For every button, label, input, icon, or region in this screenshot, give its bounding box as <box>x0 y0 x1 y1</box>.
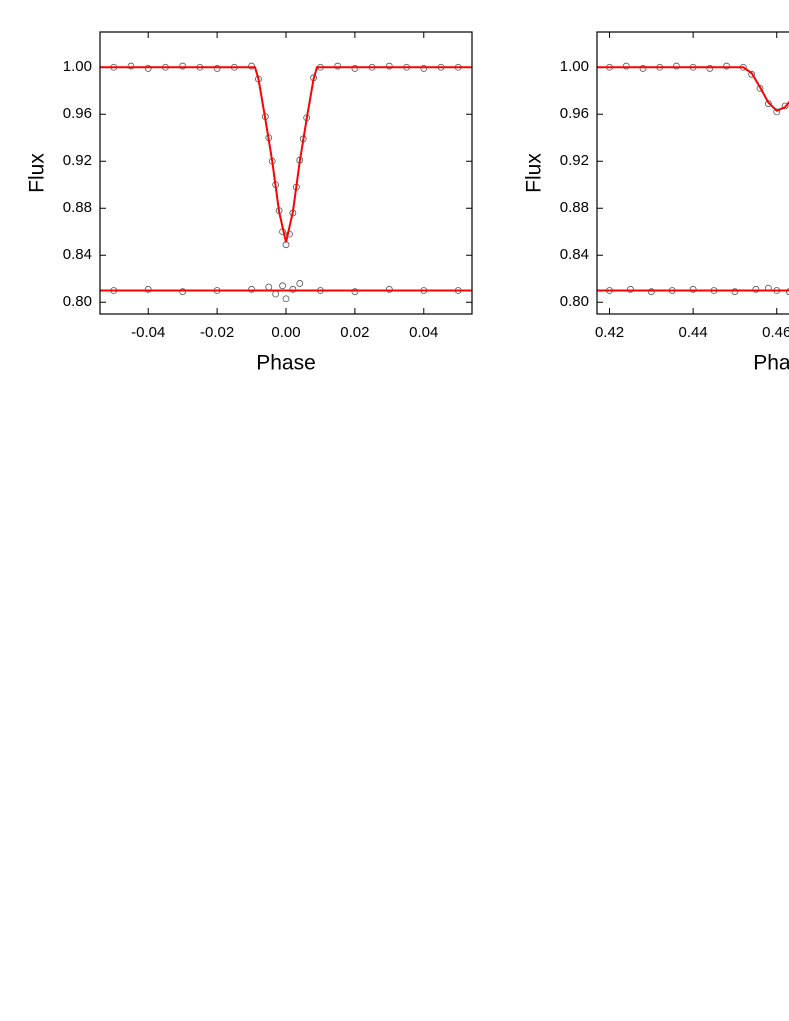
plot-frame <box>99 31 473 315</box>
data-point <box>279 282 286 290</box>
data-point <box>144 285 152 293</box>
data-point <box>627 285 634 293</box>
data-point <box>282 295 290 303</box>
data-point <box>420 65 428 72</box>
x-tick-label: 0.00 <box>271 324 300 341</box>
data-point <box>673 62 680 70</box>
x-tick-label: 0.46 <box>762 324 789 341</box>
data-point <box>334 62 342 70</box>
data-point <box>706 65 714 72</box>
data-point <box>689 285 697 293</box>
y-tick-label: 0.88 <box>63 199 92 216</box>
data-point <box>622 62 630 70</box>
data-point <box>144 65 152 72</box>
data-point <box>213 65 221 72</box>
plot-frame <box>596 31 789 315</box>
x-tick-label: -0.02 <box>200 324 234 341</box>
data-point <box>639 65 647 72</box>
data-point <box>272 290 280 298</box>
y-tick-label: 0.92 <box>63 152 92 169</box>
data-point <box>296 280 304 287</box>
data-point <box>351 65 359 72</box>
data-point <box>127 62 135 70</box>
y-tick-label: 0.84 <box>63 246 92 263</box>
data-point <box>723 62 730 70</box>
data-point <box>289 285 297 293</box>
y-axis-label: Flux <box>523 153 546 193</box>
data-point <box>752 285 760 293</box>
data-point <box>773 108 781 116</box>
y-tick-label: 0.96 <box>560 105 589 122</box>
x-axis-label: Phase <box>753 352 789 375</box>
data-point <box>781 102 789 110</box>
y-tick-label: 0.84 <box>560 246 589 263</box>
x-tick-label: 0.02 <box>340 324 369 341</box>
y-tick-label: 0.80 <box>63 293 92 310</box>
data-point <box>282 241 290 249</box>
y-tick-label: 0.80 <box>560 293 589 310</box>
y-tick-label: 1.00 <box>63 58 92 75</box>
data-point <box>785 288 789 296</box>
data-point <box>748 70 756 78</box>
y-tick-label: 0.88 <box>560 199 589 216</box>
x-axis-label: Phase <box>256 352 316 375</box>
x-tick-label: -0.04 <box>131 324 165 341</box>
model-line <box>100 66 472 243</box>
y-tick-label: 0.96 <box>63 105 92 122</box>
model-line <box>597 66 789 112</box>
data-point <box>248 285 255 293</box>
data-point <box>385 62 393 70</box>
data-point <box>731 288 739 296</box>
data-point <box>179 288 187 296</box>
x-tick-label: 0.04 <box>409 324 438 341</box>
data-point <box>248 62 255 70</box>
data-point <box>265 283 273 291</box>
data-point <box>179 62 187 70</box>
x-tick-label: 0.44 <box>679 324 708 341</box>
y-tick-label: 1.00 <box>560 58 589 75</box>
y-axis-label: Flux <box>26 153 49 193</box>
x-tick-label: 0.42 <box>595 324 624 341</box>
data-point <box>385 285 393 293</box>
data-point <box>351 288 359 296</box>
y-tick-label: 0.92 <box>560 152 589 169</box>
data-point <box>647 288 655 296</box>
